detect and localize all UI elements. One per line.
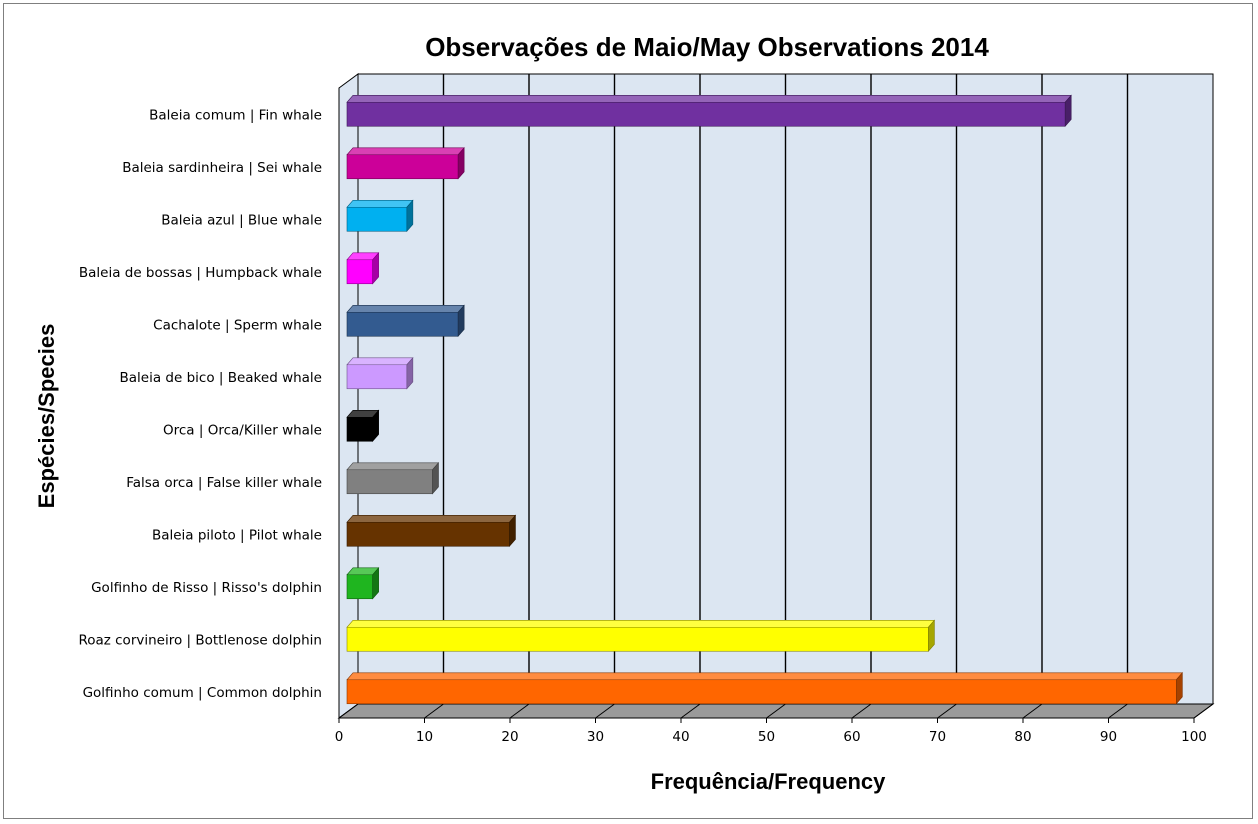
category-label: Baleia de bico | Beaked whale: [120, 370, 322, 386]
bar-front: [346, 574, 373, 600]
bar-side: [1064, 94, 1072, 128]
floor-gridline: [338, 703, 359, 719]
bar: [346, 409, 380, 443]
floor-gridline: [1108, 703, 1128, 719]
x-tick-label: 10: [416, 729, 433, 745]
category-label: Golfinho de Risso | Risso's dolphin: [91, 580, 322, 596]
bar: [346, 357, 414, 390]
floor-gridline: [937, 703, 957, 719]
bar: [346, 304, 465, 338]
category-label: Baleia sardinheira | Sei whale: [122, 160, 322, 176]
x-tick-label: 100: [1181, 729, 1207, 745]
bar: [346, 672, 1184, 705]
bar: [346, 462, 440, 495]
chart-frame: Observações de Maio/May Observations 201…: [3, 3, 1253, 819]
category-label: Baleia piloto | Pilot whale: [152, 527, 322, 543]
category-labels: Baleia comum | Fin whale Baleia sardinhei…: [78, 107, 322, 701]
bar: [346, 147, 465, 180]
bar: [346, 514, 517, 548]
bar-side: [457, 304, 465, 338]
bar-front: [346, 416, 373, 442]
bar-side: [1176, 672, 1183, 705]
bar-side: [457, 147, 465, 180]
x-axis-title: Frequência/Frequency: [651, 769, 887, 794]
chart-title-text: Observações de Maio/May Observations 201…: [425, 32, 989, 62]
bar-top: [346, 672, 1184, 681]
bar-front: [346, 311, 459, 337]
x-tick-label: 90: [1100, 729, 1117, 745]
chart-title: Observações de Maio/May Observations 201…: [425, 32, 989, 62]
category-label: Falsa orca | False killer whale: [126, 475, 322, 491]
category-label: Baleia de bossas | Humpback whale: [79, 265, 322, 281]
bar-side: [406, 199, 414, 233]
floor-gridline: [509, 703, 530, 719]
floor-gridline: [766, 703, 786, 719]
bar: [346, 199, 414, 233]
bar-top: [346, 462, 440, 471]
category-label: Golfinho comum | Common dolphin: [83, 685, 322, 701]
bar-front: [346, 626, 929, 652]
bar: [346, 252, 380, 285]
bars: [346, 94, 1184, 705]
bar-side: [372, 567, 379, 600]
tick-labels: 0 10 20 30 40 50 60 70 80 90 100: [335, 729, 1207, 745]
bar: [346, 567, 380, 600]
floor-gridline: [595, 703, 615, 719]
bar: [346, 94, 1072, 128]
bar-top: [346, 620, 936, 628]
bar-side: [372, 409, 379, 443]
x-tick-label: 70: [929, 729, 946, 745]
category-label: Orca | Orca/Killer whale: [163, 422, 322, 438]
bar: [346, 619, 936, 653]
x-tick-label: 80: [1014, 729, 1031, 745]
floor-gridline: [1022, 703, 1043, 719]
y-axis-title: Espécies/Species: [34, 324, 59, 509]
bar-front: [346, 259, 373, 285]
bar-front: [346, 679, 1177, 705]
category-label: Roaz corvineiro | Bottlenose dolphin: [78, 632, 322, 648]
category-label: Baleia azul | Blue whale: [161, 212, 322, 228]
bar-front: [346, 521, 510, 547]
bar-top: [346, 515, 517, 523]
bar-side: [509, 514, 516, 548]
x-tick-label: 30: [587, 729, 604, 745]
bar-front: [346, 364, 408, 390]
bar-top: [346, 147, 465, 156]
bar-front: [346, 469, 433, 495]
bar-front: [346, 154, 459, 180]
bar-top: [346, 200, 414, 208]
bar-side: [432, 462, 439, 495]
x-tick-label: 60: [843, 729, 860, 745]
x-tick-label: 20: [501, 729, 518, 745]
floor-gridline: [424, 703, 444, 719]
bar-front: [346, 101, 1066, 127]
category-label: Baleia comum | Fin whale: [149, 107, 322, 123]
bar-side: [406, 357, 414, 390]
bar-top: [346, 357, 414, 366]
category-label: Cachalote | Sperm whale: [153, 317, 322, 333]
bar-top: [346, 305, 465, 313]
x-tick-label: 50: [758, 729, 775, 745]
x-tick-label: 0: [335, 729, 344, 745]
floor-gridline: [1193, 703, 1214, 719]
bar-side: [928, 619, 935, 653]
bar-side: [372, 252, 379, 285]
floor-gridline: [851, 703, 872, 719]
x-tick-label: 40: [672, 729, 689, 745]
bar-front: [346, 206, 408, 232]
chart: Observações de Maio/May Observations 201…: [34, 32, 1215, 794]
bar-top: [346, 95, 1072, 103]
plot-area: [337, 73, 1215, 723]
floor-gridline: [680, 703, 701, 719]
